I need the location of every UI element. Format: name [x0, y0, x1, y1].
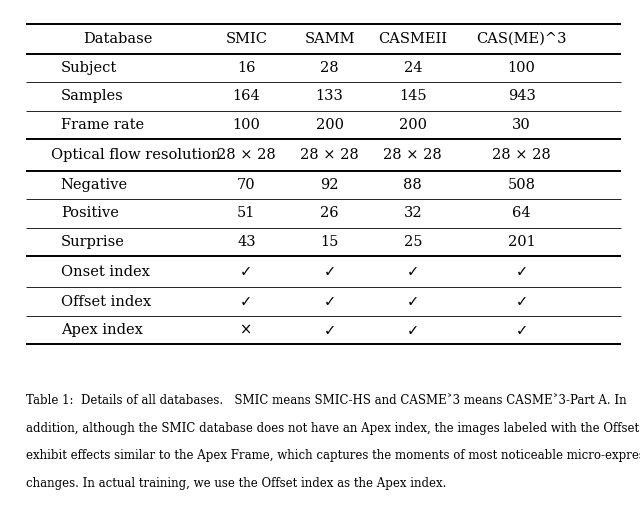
- Text: ×: ×: [240, 323, 253, 338]
- Text: ✓: ✓: [515, 323, 528, 338]
- Text: addition, although the SMIC database does not have an Apex index, the images lab: addition, although the SMIC database doe…: [26, 422, 640, 435]
- Text: 16: 16: [237, 61, 255, 75]
- Text: 100: 100: [508, 61, 536, 75]
- Text: Database: Database: [84, 32, 153, 46]
- Text: 28: 28: [320, 61, 339, 75]
- Text: 88: 88: [403, 178, 422, 192]
- Text: 133: 133: [316, 89, 344, 104]
- Text: Table 1:  Details of all databases.   SMIC means SMIC-HS and CASME˃3 means CASME: Table 1: Details of all databases. SMIC …: [26, 394, 626, 407]
- Text: ✓: ✓: [323, 294, 336, 309]
- Text: Samples: Samples: [61, 89, 124, 104]
- Text: Surprise: Surprise: [61, 235, 125, 249]
- Text: CAS(ME)^3: CAS(ME)^3: [476, 32, 567, 46]
- Text: 28 × 28: 28 × 28: [492, 148, 551, 162]
- Text: 200: 200: [399, 118, 427, 132]
- Text: 25: 25: [404, 235, 422, 249]
- Text: 43: 43: [237, 235, 256, 249]
- Text: Apex index: Apex index: [61, 323, 143, 337]
- Text: changes. In actual training, we use the Offset index as the Apex index.: changes. In actual training, we use the …: [26, 477, 446, 490]
- Text: 15: 15: [321, 235, 339, 249]
- Text: SAMM: SAMM: [305, 32, 355, 46]
- Text: 164: 164: [232, 89, 260, 104]
- Text: Positive: Positive: [61, 206, 118, 221]
- Text: ✓: ✓: [515, 294, 528, 309]
- Text: ✓: ✓: [406, 294, 419, 309]
- Text: 508: 508: [508, 178, 536, 192]
- Text: Frame rate: Frame rate: [61, 118, 144, 132]
- Text: 51: 51: [237, 206, 255, 221]
- Text: ✓: ✓: [323, 264, 336, 279]
- Text: 145: 145: [399, 89, 427, 104]
- Text: Onset index: Onset index: [61, 265, 150, 279]
- Text: 943: 943: [508, 89, 536, 104]
- Text: 30: 30: [512, 118, 531, 132]
- Text: Negative: Negative: [61, 178, 128, 192]
- Text: 100: 100: [232, 118, 260, 132]
- Text: 24: 24: [404, 61, 422, 75]
- Text: 28 × 28: 28 × 28: [383, 148, 442, 162]
- Text: ✓: ✓: [240, 264, 253, 279]
- Text: 201: 201: [508, 235, 536, 249]
- Text: CASMEII: CASMEII: [378, 32, 447, 46]
- Text: 64: 64: [512, 206, 531, 221]
- Text: 92: 92: [321, 178, 339, 192]
- Text: ✓: ✓: [515, 264, 528, 279]
- Text: ✓: ✓: [406, 323, 419, 338]
- Text: ✓: ✓: [240, 294, 253, 309]
- Text: Offset index: Offset index: [61, 295, 151, 309]
- Text: ✓: ✓: [406, 264, 419, 279]
- Text: 200: 200: [316, 118, 344, 132]
- Text: 28 × 28: 28 × 28: [217, 148, 276, 162]
- Text: Subject: Subject: [61, 61, 117, 75]
- Text: 32: 32: [403, 206, 422, 221]
- Text: Optical flow resolution: Optical flow resolution: [51, 148, 221, 162]
- Text: 70: 70: [237, 178, 256, 192]
- Text: exhibit effects similar to the Apex Frame, which captures the moments of most no: exhibit effects similar to the Apex Fram…: [26, 449, 640, 462]
- Text: ✓: ✓: [323, 323, 336, 338]
- Text: SMIC: SMIC: [225, 32, 268, 46]
- Text: 26: 26: [320, 206, 339, 221]
- Text: 28 × 28: 28 × 28: [300, 148, 359, 162]
